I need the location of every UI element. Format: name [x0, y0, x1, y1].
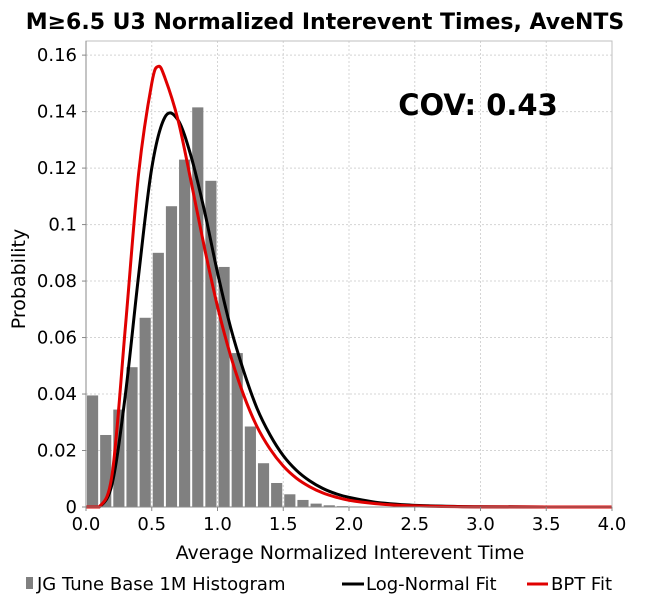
y-tick-label: 0.06: [37, 328, 77, 349]
x-tick-label: 1.5: [269, 514, 298, 535]
histogram-bar: [113, 409, 125, 507]
y-tick-label: 0.16: [37, 45, 77, 66]
legend-label-lognormal: Log-Normal Fit: [366, 574, 497, 595]
x-tick-label: 2.0: [335, 514, 364, 535]
y-axis-label: Probability: [8, 229, 30, 329]
legend: JG Tune Base 1M Histogram Log-Normal Fit B…: [26, 574, 612, 595]
histogram-bar: [271, 482, 283, 507]
histogram-bar: [100, 434, 112, 507]
histogram-bar: [297, 499, 309, 507]
histogram-bar: [244, 426, 256, 507]
histogram-bar: [310, 503, 322, 507]
y-tick-label: 0.14: [37, 102, 77, 123]
y-tick-label: 0: [66, 497, 77, 518]
legend-label-bpt: BPT Fit: [551, 574, 612, 595]
x-tick-label: 3.5: [532, 514, 561, 535]
histogram-bar: [87, 395, 99, 507]
x-tick-label: 4.0: [598, 514, 627, 535]
bpt-fit-line: [85, 64, 613, 509]
histogram-bar: [205, 180, 217, 508]
legend-swatch-histogram: [26, 577, 33, 589]
histogram-bar: [152, 252, 164, 507]
x-tick-label: 0.5: [137, 514, 166, 535]
legend-label-histogram: JG Tune Base 1M Histogram: [36, 574, 285, 595]
histogram-bar: [165, 206, 178, 507]
histogram-bar: [323, 505, 335, 507]
x-tick-label: 3.0: [466, 514, 495, 535]
histogram-bar: [231, 353, 243, 507]
histogram-bar: [192, 107, 204, 508]
x-axis-label: Average Normalized Interevent Time: [176, 542, 525, 564]
y-tick-label: 0.02: [37, 441, 77, 462]
y-tick-label: 0.04: [37, 384, 77, 405]
y-tick-label: 0.1: [48, 215, 77, 236]
histogram-bar: [139, 317, 151, 507]
x-tick-label: 2.5: [400, 514, 429, 535]
x-tick-label: 0.0: [72, 514, 101, 535]
histogram-bar: [126, 367, 138, 507]
y-tick-label: 0.12: [37, 158, 77, 179]
x-tick-label: 1.0: [203, 514, 232, 535]
chart-title: M≥6.5 U3 Normalized Interevent Times, Av…: [26, 10, 625, 35]
histogram-bar: [218, 266, 230, 507]
histogram-bar: [284, 494, 296, 507]
plot-area: 0.0 0.5 1.0 1.5 2.0 2.5 3.0 3.5 4.0 0 0.02 0.04 0.06…: [37, 40, 627, 535]
histogram-bar: [257, 463, 270, 507]
y-tick-label: 0.08: [37, 271, 77, 292]
cov-annotation: COV: 0.43: [398, 88, 558, 122]
histogram-bar: [179, 159, 191, 508]
